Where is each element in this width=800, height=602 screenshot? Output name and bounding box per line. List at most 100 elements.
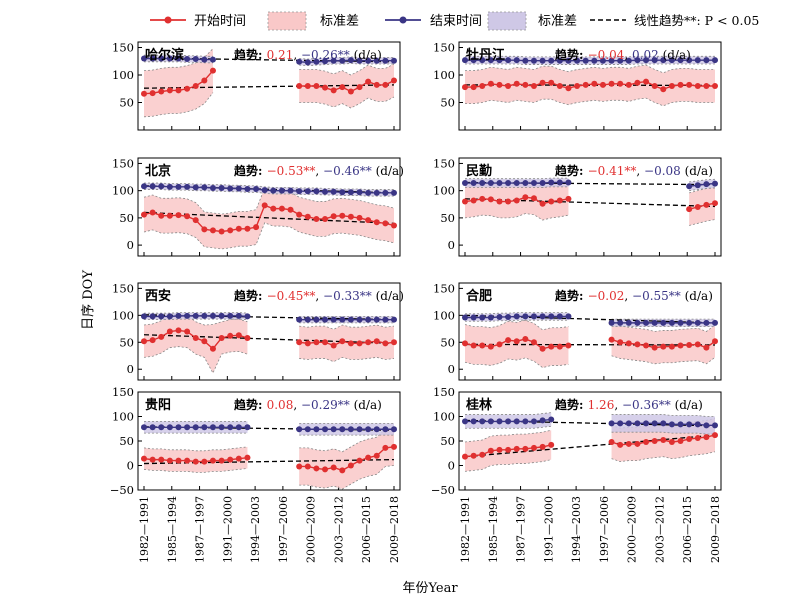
- end-series-point: [322, 58, 329, 65]
- end-series-point: [382, 189, 389, 196]
- end-series-point: [373, 189, 380, 196]
- trend-start-value: −0.04: [588, 48, 625, 62]
- end-series-point: [382, 316, 389, 323]
- end-series-point: [694, 421, 701, 428]
- end-series-point: [201, 184, 208, 191]
- start-series-point: [539, 200, 546, 207]
- end-sd-band-upper: [611, 414, 715, 417]
- start-sd-band-lower: [464, 213, 569, 221]
- start-series-point: [462, 198, 468, 205]
- start-series-point: [479, 342, 486, 349]
- x-tick-label: 1987—1997: [194, 496, 207, 563]
- x-tick-label: 2003—2012: [653, 496, 666, 563]
- trend-prefix: 趋势:: [234, 163, 267, 178]
- end-series-point: [339, 426, 346, 433]
- start-series-point: [313, 465, 320, 472]
- start-series-point: [149, 337, 156, 344]
- start-series-point: [513, 197, 520, 204]
- trend-unit: (d/a): [659, 48, 691, 62]
- panel-桂林: −50 0 50 100 150 桂林 趋势: 1.26, −0.36** (d/a): [431, 385, 722, 497]
- start-series-point: [192, 83, 199, 89]
- end-series-point: [244, 424, 251, 431]
- end-series-point: [660, 420, 667, 427]
- start-series-point: [462, 340, 468, 347]
- end-sd-band-lower: [144, 318, 248, 321]
- start-series-point: [175, 457, 182, 464]
- end-series-point: [158, 424, 165, 431]
- trend-unit: (d/a): [372, 289, 404, 303]
- trend-sep: ,: [315, 289, 323, 303]
- end-series-point: [175, 55, 182, 62]
- y-tick-label: 0: [448, 459, 455, 473]
- start-series-point: [608, 80, 615, 87]
- legend-start-label: 开始时间: [194, 14, 246, 29]
- legend-end-sd-label: 标准差: [538, 14, 577, 29]
- start-series-point: [373, 452, 380, 459]
- start-series-point: [313, 83, 320, 89]
- x-tick-label: 1994—2003: [249, 496, 262, 563]
- y-tick-label: 0: [448, 238, 455, 252]
- start-series-point: [244, 225, 251, 232]
- trend-sep: ,: [636, 164, 644, 178]
- end-series-point: [391, 426, 397, 433]
- start-series-point: [330, 213, 337, 220]
- end-series-point: [356, 316, 363, 323]
- start-series-point: [712, 338, 718, 345]
- end-sd-band-upper: [465, 55, 715, 58]
- trend-sep: ,: [315, 164, 323, 178]
- start-series-point: [668, 83, 675, 89]
- end-series-point: [296, 316, 303, 323]
- end-series-point: [487, 314, 494, 321]
- end-series-point: [703, 319, 710, 326]
- end-series-point: [703, 422, 710, 429]
- end-series-point: [694, 182, 701, 189]
- start-series-point: [330, 87, 337, 94]
- y-tick-label: 50: [119, 96, 134, 110]
- start-series-point: [149, 90, 156, 97]
- start-series-point: [608, 438, 615, 445]
- trend-line: [464, 434, 716, 458]
- x-axis-label: 年份Year: [402, 581, 458, 596]
- start-series-point: [158, 333, 165, 340]
- end-series-point: [244, 186, 251, 193]
- end-series-point: [270, 187, 277, 194]
- end-sd-band-lower: [465, 63, 715, 65]
- start-series-point: [505, 446, 512, 453]
- start-series-point: [712, 83, 718, 89]
- end-sd-band-lower: [689, 187, 716, 192]
- trend-unit: (d/a): [350, 398, 382, 412]
- start-series-point: [322, 84, 329, 91]
- end-series-point: [479, 418, 486, 425]
- start-series-point: [209, 345, 216, 352]
- end-sd-band-upper: [465, 177, 569, 180]
- start-series-point: [591, 80, 598, 87]
- start-series-point: [651, 438, 658, 444]
- y-tick-label: 50: [440, 211, 455, 225]
- station-label: 西安: [145, 288, 171, 304]
- start-sd-band-upper: [465, 64, 715, 74]
- end-series-point: [373, 57, 380, 64]
- end-series-point: [487, 57, 494, 64]
- end-series-point: [356, 426, 363, 433]
- end-series-point: [201, 312, 208, 319]
- end-series-point: [548, 57, 555, 64]
- start-sd-band-lower: [464, 459, 552, 472]
- start-series-point: [565, 342, 572, 349]
- end-series-point: [703, 181, 710, 188]
- end-series-point: [149, 183, 156, 190]
- start-series-point: [313, 215, 320, 222]
- end-series-point: [522, 180, 529, 187]
- end-series-point: [686, 57, 693, 64]
- end-series-point: [304, 59, 311, 66]
- x-tick-label: 2003—2012: [332, 496, 345, 563]
- start-series-point: [227, 227, 234, 234]
- y-tick-label: 0: [448, 362, 455, 376]
- start-sd-band: [299, 428, 394, 490]
- end-series-point: [322, 316, 329, 323]
- start-series-point: [539, 443, 546, 450]
- end-series-point: [694, 319, 701, 326]
- start-series-point: [522, 81, 529, 88]
- start-series-point: [634, 440, 641, 447]
- end-series-point: [339, 189, 346, 196]
- start-series-point: [287, 206, 294, 213]
